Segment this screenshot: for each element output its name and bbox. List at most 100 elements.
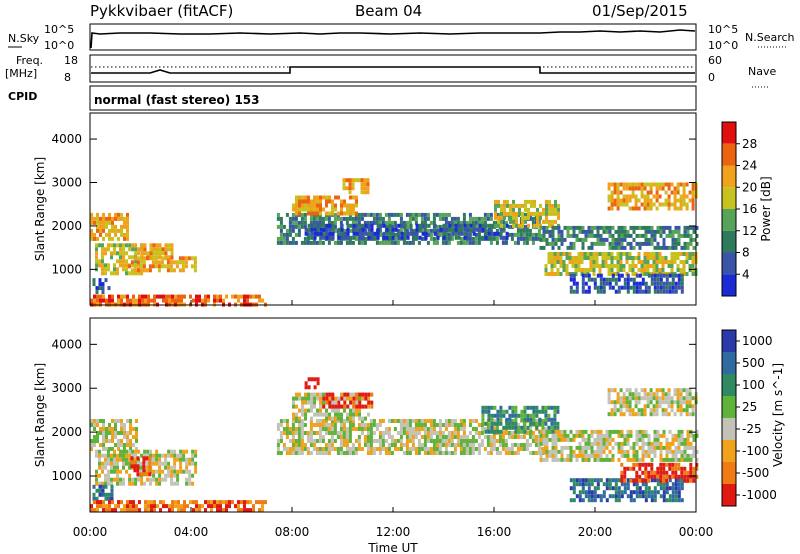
heatmap-cell (512, 203, 515, 208)
heatmap-cell (695, 433, 699, 438)
heatmap-cell (653, 289, 657, 294)
heatmap-cell (453, 451, 457, 455)
heatmap-cell (537, 451, 541, 455)
heatmap-cell (596, 241, 600, 246)
heatmap-cell (542, 211, 545, 216)
heatmap-cell (450, 451, 454, 455)
heatmap-cell (604, 260, 608, 264)
heatmap-cell (167, 465, 171, 470)
heatmap-cell (363, 228, 367, 233)
heatmap-cell (119, 255, 122, 260)
heatmap-cell (408, 419, 412, 423)
heatmap-cell (635, 457, 639, 462)
heatmap-cell (537, 447, 541, 451)
heatmap-cell (325, 199, 328, 204)
heatmap-cell (581, 281, 585, 286)
heatmap-cell (510, 236, 514, 241)
heatmap-cell (670, 260, 674, 264)
heatmap-cell (599, 478, 603, 483)
heatmap-cell (668, 229, 672, 234)
heatmap-cell (175, 260, 179, 265)
heatmap-cell (501, 220, 505, 225)
heatmap-cell (503, 207, 506, 212)
heatmap-cell (325, 412, 328, 417)
heatmap-cell (325, 400, 329, 405)
heatmap-cell (530, 203, 533, 208)
heatmap-cell (143, 243, 147, 248)
heatmap-cell (107, 473, 110, 478)
heatmap-cell (99, 298, 102, 303)
heatmap-cell (643, 268, 647, 272)
heatmap-cell (674, 285, 678, 290)
heatmap-cell (679, 408, 683, 413)
heatmap-cell (683, 478, 687, 483)
heatmap-cell (96, 224, 99, 229)
heatmap-cell (95, 449, 98, 454)
heatmap-cell (294, 447, 298, 451)
heatmap-cell (330, 419, 334, 423)
heatmap-cell (652, 268, 656, 272)
heatmap-cell (101, 484, 105, 489)
heatmap-cell (577, 260, 581, 264)
heatmap-cell (680, 470, 684, 475)
heatmap-cell (670, 202, 674, 207)
heatmap-cell (120, 294, 123, 299)
heatmap-cell (610, 194, 614, 199)
heatmap-cell (644, 453, 648, 458)
heatmap-cell (516, 228, 520, 233)
heatmap-cell (367, 223, 371, 228)
heatmap-cell (113, 247, 116, 252)
heatmap-cell (444, 423, 448, 427)
heatmap-cell (637, 392, 641, 397)
heatmap-cell (557, 233, 561, 238)
heatmap-cell (599, 498, 603, 503)
heatmap-cell (309, 431, 313, 435)
heatmap-cell (216, 294, 219, 299)
heatmap-cell (587, 498, 591, 503)
heatmap-cell (625, 198, 629, 203)
heatmap-cell (152, 461, 156, 466)
heatmap-cell (146, 251, 150, 256)
heatmap-cell (363, 212, 367, 217)
heatmap-cell (659, 433, 663, 438)
heatmap-cell (486, 427, 490, 431)
heatmap-cell (129, 431, 132, 435)
heatmap-cell (337, 235, 341, 240)
heatmap-cell (685, 396, 689, 401)
heatmap-cell (580, 252, 584, 256)
heatmap-cell (370, 400, 374, 405)
heatmap-cell (658, 396, 662, 401)
heatmap-cell (622, 182, 626, 187)
heatmap-cell (357, 423, 361, 427)
heatmap-cell (577, 256, 581, 260)
heatmap-cell (638, 494, 642, 499)
heatmap-cell (650, 281, 654, 286)
heatmap-cell (426, 427, 430, 431)
heatmap-cell (664, 392, 668, 397)
heatmap-cell (361, 396, 364, 401)
heatmap-cell (405, 228, 409, 233)
heatmap-cell (459, 439, 463, 443)
heatmap-cell (399, 212, 403, 217)
heatmap-cell (538, 421, 542, 426)
heatmap-cell (426, 435, 430, 439)
heatmap-cell (641, 241, 645, 246)
heatmap-cell (545, 445, 549, 450)
heatmap-cell (96, 504, 99, 509)
heatmap-cell (682, 408, 686, 413)
heatmap-cell (222, 508, 225, 513)
heatmap-cell (530, 199, 533, 204)
heatmap-cell (607, 194, 611, 199)
heatmap-cell (692, 225, 696, 230)
heatmap-cell (450, 435, 454, 439)
heatmap-cell (136, 468, 140, 473)
heatmap-cell (171, 508, 174, 513)
heatmap-cell (310, 203, 313, 208)
heatmap-cell (631, 392, 635, 397)
heatmap-cell (123, 431, 126, 435)
heatmap-cell (142, 472, 146, 477)
x-tick-label: 20:00 (578, 525, 613, 539)
heatmap-cell (659, 494, 663, 499)
heatmap-cell (513, 240, 517, 245)
heatmap-cell (518, 207, 521, 212)
